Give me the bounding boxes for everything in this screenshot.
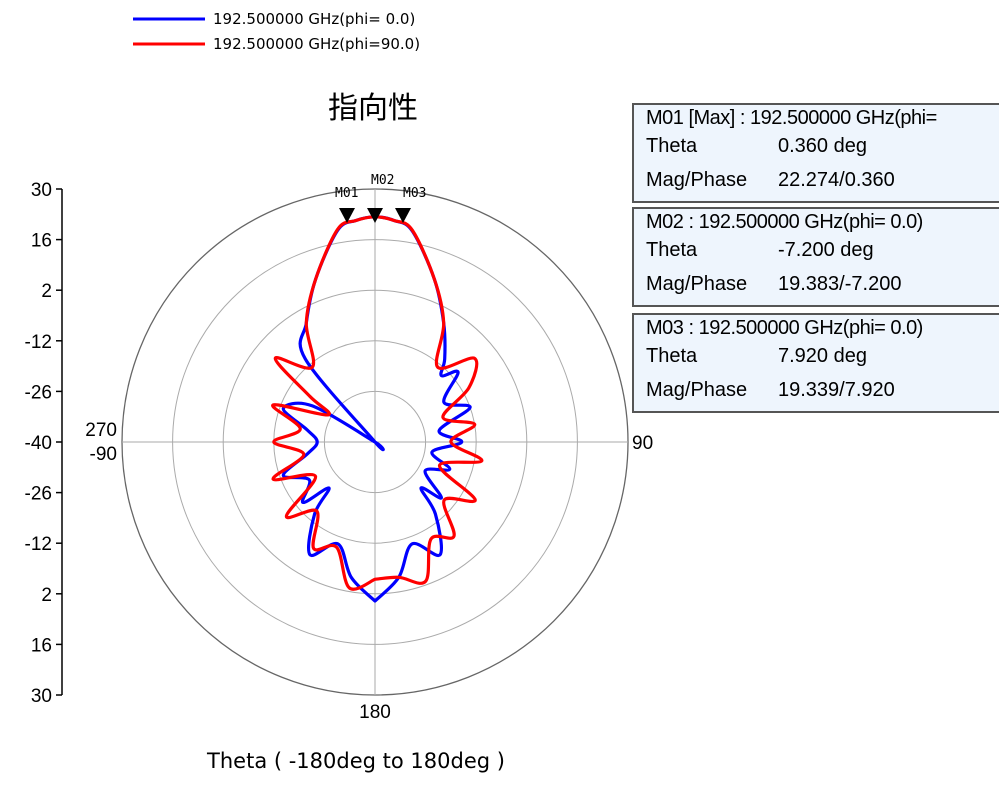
marker-m01-label: M01 [335, 186, 358, 201]
angle-label-180: 180 [359, 702, 391, 723]
radial-tick-label: 16 [31, 635, 52, 656]
marker-m01-mag-label: Mag/Phase [646, 169, 748, 191]
series-phi90-line [271, 215, 484, 591]
marker-m02-label: M02 [371, 173, 394, 188]
marker-m02-theta-label: Theta [646, 239, 698, 261]
marker-m02-mag-label: Mag/Phase [646, 273, 748, 295]
legend: 192.500000 GHz(phi= 0.0) 192.500000 GHz(… [133, 10, 420, 53]
radial-tick-label: 2 [41, 585, 52, 606]
marker-m01-mag-value: 22.274/0.360 [778, 169, 895, 191]
x-axis-label: Theta ( -180deg to 180deg ) [206, 749, 505, 773]
marker-m03-header: M03 : 192.500000 GHz(phi= 0.0) [646, 317, 923, 339]
radial-tick-label: -12 [25, 534, 52, 555]
marker-m01-theta-label: Theta [646, 135, 698, 157]
polar-grid [121, 188, 629, 696]
marker-layer: M01 M02 M03 [335, 173, 426, 223]
marker-m02-mag-value: 19.383/-7.200 [778, 273, 902, 295]
radial-axis: 30 16 2 -12 -26 -40 -26 -12 2 16 30 [25, 180, 63, 707]
marker-m03-theta-value: 7.920 deg [778, 345, 867, 367]
radial-tick-label: -26 [25, 382, 52, 403]
marker-m03-mag-label: Mag/Phase [646, 379, 748, 401]
marker-m03-label: M03 [403, 186, 426, 201]
radial-tick-label: -26 [25, 484, 52, 505]
marker-m03-mag-value: 19.339/7.920 [778, 379, 895, 401]
radial-tick-label: 30 [31, 686, 52, 707]
legend-label-phi90: 192.500000 GHz(phi=90.0) [213, 35, 420, 53]
marker-m03-theta-label: Theta [646, 345, 698, 367]
marker-m01-triangle [339, 208, 355, 223]
angle-label-270: 270 [85, 420, 117, 441]
marker-m02-triangle [367, 208, 383, 223]
marker-m03-triangle [395, 208, 411, 223]
marker-m02-theta-value: -7.200 deg [778, 239, 874, 261]
marker-m02-header: M02 : 192.500000 GHz(phi= 0.0) [646, 211, 923, 233]
marker-box-m03: M03 : 192.500000 GHz(phi= 0.0) Theta 7.9… [632, 313, 999, 413]
angle-label-minus90: -90 [90, 444, 117, 465]
angle-label-90: 90 [632, 433, 653, 454]
marker-m01-header: M01 [Max] : 192.500000 GHz(phi= [646, 107, 937, 129]
radial-tick-label: 30 [31, 180, 52, 201]
marker-m01-theta-value: 0.360 deg [778, 135, 867, 157]
radial-tick-label: -12 [25, 332, 52, 353]
radial-tick-label: 2 [41, 281, 52, 302]
chart-title: 指向性 [328, 91, 418, 126]
legend-label-phi0: 192.500000 GHz(phi= 0.0) [213, 10, 415, 28]
marker-box-m02: M02 : 192.500000 GHz(phi= 0.0) Theta -7.… [632, 207, 999, 307]
radial-tick-label: -40 [25, 433, 52, 454]
radial-tick-label: 16 [31, 231, 52, 252]
marker-box-m01: M01 [Max] : 192.500000 GHz(phi= Theta 0.… [632, 103, 999, 203]
